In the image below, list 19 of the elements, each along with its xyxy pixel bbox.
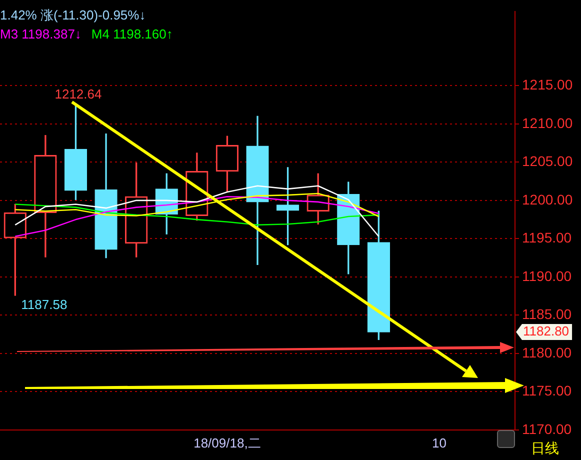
y-tick-label: 1185.00 bbox=[522, 306, 572, 322]
y-tick-label: 1210.00 bbox=[522, 114, 573, 131]
text: M4 1198.160↑ bbox=[91, 26, 173, 42]
x-tick-label: 10 bbox=[432, 435, 446, 450]
y-tick-label: 1175.00 bbox=[522, 382, 572, 399]
y-tick-label: 1170.00 bbox=[522, 420, 572, 437]
y-tick-label: 1200.00 bbox=[522, 191, 573, 208]
annotation: 1187.58 bbox=[21, 297, 68, 312]
y-tick-label: 1215.00 bbox=[522, 76, 573, 92]
text: 1182.80 bbox=[523, 324, 570, 339]
y-tick-label: 1195.00 bbox=[522, 230, 572, 246]
y-tick-label: 1180.00 bbox=[522, 344, 572, 360]
y-tick-label: 1190.00 bbox=[522, 268, 572, 284]
text: M3 1198.387↓ bbox=[0, 26, 82, 42]
text: 日线 bbox=[531, 440, 559, 456]
annotation: 1212.64 bbox=[54, 86, 102, 102]
annotation: 1.42% 涨(-11.30)-0.95%↓ bbox=[0, 8, 146, 23]
y-tick-label: 1205.00 bbox=[522, 153, 573, 170]
x-tick-label: 18/09/18,二 bbox=[194, 435, 261, 450]
